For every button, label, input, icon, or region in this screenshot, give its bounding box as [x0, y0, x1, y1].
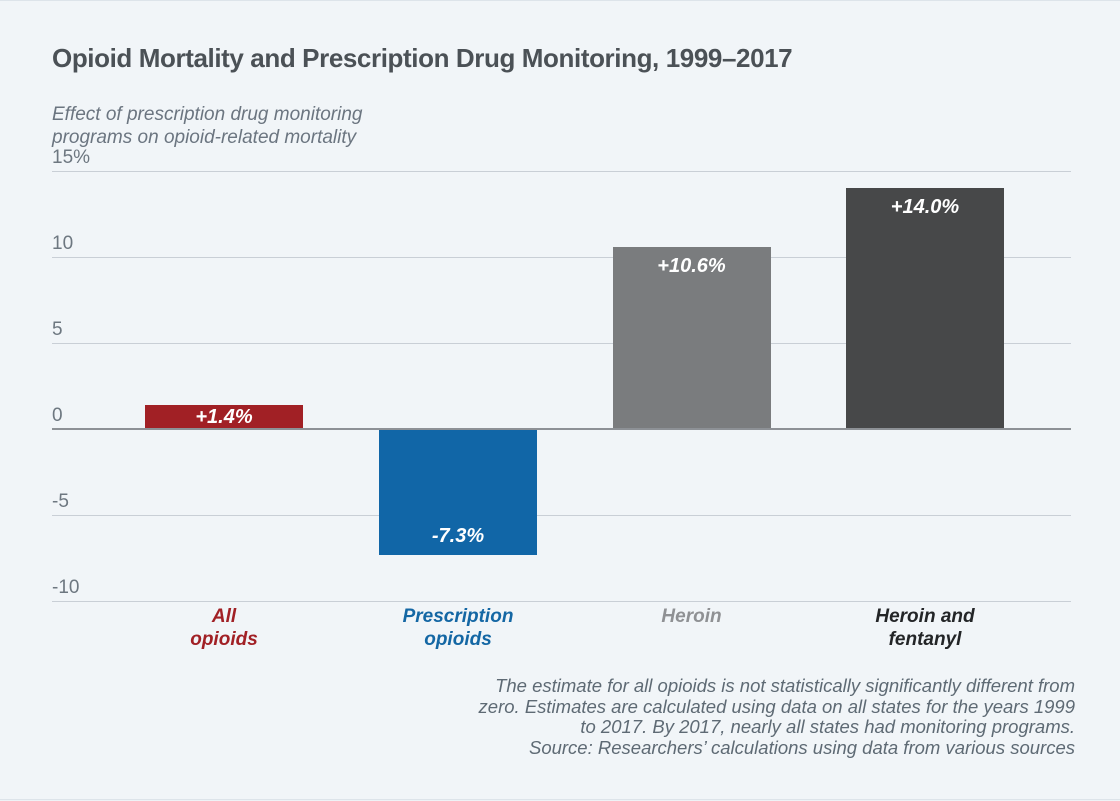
bar-4: +14.0%	[846, 188, 1004, 429]
chart-title: Opioid Mortality and Prescription Drug M…	[52, 43, 793, 73]
y-tick-label: 10	[52, 233, 74, 254]
y-tick-label: -5	[52, 491, 69, 512]
bar-value-label: +14.0%	[890, 196, 960, 219]
source-line: Source: Researchers’ calculations using …	[528, 736, 1075, 758]
y-tick-label: -10	[52, 577, 80, 598]
category-label: Heroin and fentanyl	[875, 606, 975, 650]
note-line: The estimate for all opioids is not stat…	[495, 675, 1075, 696]
category-label: All opioids	[190, 606, 258, 650]
bar-value-label: +1.4%	[195, 405, 253, 428]
x-axis-zero-line	[52, 428, 1071, 430]
gridline	[52, 515, 1071, 516]
category-label: Heroin	[661, 606, 722, 627]
y-axis-title-line1: Effect of prescription drug monitoring	[52, 104, 363, 125]
bar-value-label: +10.6%	[657, 254, 726, 277]
y-axis-title: Effect of prescription drug monitoring p…	[52, 103, 363, 149]
y-axis-title-line2: programs on opioid-related mortality	[52, 127, 357, 148]
source-note: The estimate for all opioids is not stat…	[375, 675, 1075, 758]
gridline	[52, 257, 1071, 258]
note-line: zero. Estimates are calculated using dat…	[478, 695, 1075, 717]
gridline	[52, 601, 1071, 602]
y-tick-label: 0	[52, 405, 63, 426]
bar-3: +10.6%	[612, 246, 771, 429]
y-tick-label: 15%	[52, 147, 91, 168]
category-label: Prescription opioids	[402, 606, 514, 650]
bar-1: +1.4%	[145, 404, 303, 429]
y-tick-label: 5	[52, 319, 63, 340]
bar-2: -7.3%	[379, 429, 537, 555]
gridline	[52, 171, 1071, 172]
gridline	[52, 343, 1071, 344]
note-line: to 2017. By 2017, nearly all states had …	[580, 716, 1075, 737]
bar-value-label: -7.3%	[431, 524, 485, 547]
